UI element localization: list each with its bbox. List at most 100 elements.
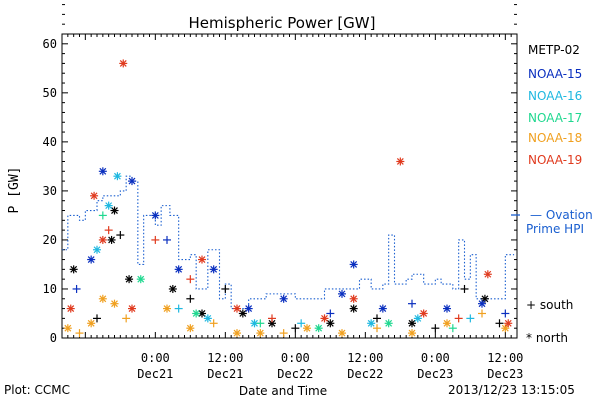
south-marker-noaa-18	[209, 319, 218, 328]
y-axis: 0 10 20 30 40 50 60	[43, 4, 517, 345]
y-tick-label: 0	[50, 331, 57, 345]
north-marker-metp-02	[326, 319, 335, 328]
x-tick-label: 12:00	[487, 351, 523, 365]
north-marker-noaa-18	[63, 324, 72, 333]
north-marker-noaa-19	[66, 304, 75, 313]
north-marker-noaa-18	[408, 329, 416, 338]
y-tick-label: 50	[43, 86, 57, 100]
north-marker-noaa-15	[338, 289, 346, 298]
y-tick-label: 10	[43, 282, 57, 296]
x-axis-label: Date and Time	[239, 384, 327, 398]
plot-frame	[61, 33, 518, 339]
north-marker-noaa-16	[413, 314, 422, 323]
north-marker-metp-02	[168, 284, 177, 293]
south-marker-noaa-16	[174, 304, 183, 313]
south-marker-metp-02	[431, 324, 440, 333]
south-marker-noaa-17	[256, 319, 265, 328]
north-marker-noaa-15	[174, 265, 183, 274]
x-tick-label: 12:00	[347, 351, 383, 365]
x-tick-date-label: Dec22	[347, 367, 383, 381]
south-marker-noaa-15	[501, 309, 510, 318]
south-marker-metp-02	[373, 314, 381, 323]
north-marker-noaa-15	[443, 304, 451, 313]
x-tick-date-label: Dec21	[137, 367, 173, 381]
north-marker-noaa-19	[483, 270, 492, 279]
y-tick-label: 60	[43, 37, 57, 51]
north-marker-metp-02	[110, 206, 119, 215]
north-marker-metp-02	[238, 309, 247, 318]
south-marker-noaa-15	[326, 309, 335, 318]
south-marker-noaa-18	[279, 329, 288, 338]
north-marker-noaa-18	[233, 329, 241, 338]
south-marker-metp-02	[186, 294, 195, 303]
legend-noaa-16: NOAA-16	[528, 89, 583, 103]
x-tick-label: 0:00	[281, 351, 310, 365]
chart-title: Hemispheric Power [GW]	[189, 14, 376, 32]
legend-metp-02: METP-02	[528, 43, 580, 57]
x-tick-date-label: Dec23	[417, 367, 453, 381]
north-marker-noaa-19	[396, 157, 405, 166]
north-marker-noaa-17	[192, 309, 201, 318]
south-marker-metp-02	[116, 231, 125, 240]
north-marker-noaa-18	[338, 329, 346, 338]
y-tick-label: 40	[43, 135, 57, 149]
timestamp: 2013/12/23 13:15:05	[448, 383, 575, 397]
north-marker-noaa-19	[504, 319, 513, 328]
south-marker-noaa-16	[466, 314, 475, 323]
north-marker-noaa-19	[233, 304, 241, 313]
north-marker-noaa-18	[98, 294, 107, 303]
north-marker-metp-02	[125, 275, 134, 284]
north-marker-noaa-17	[384, 319, 393, 328]
south-marker-noaa-18	[122, 314, 131, 323]
north-marker-noaa-15	[378, 304, 387, 313]
x-tick-date-label: Dec22	[277, 367, 313, 381]
ovation-step-path	[62, 175, 515, 310]
north-marker-noaa-18	[186, 324, 195, 333]
north-marker-noaa-15	[478, 299, 486, 308]
north-marker-noaa-19	[320, 314, 329, 323]
legend-noaa-15: NOAA-15	[528, 67, 583, 81]
north-marker-noaa-17	[136, 275, 145, 284]
north-marker-noaa-16	[203, 314, 212, 323]
north-marker-metp-02	[107, 235, 116, 244]
north-marker-noaa-15	[279, 294, 288, 303]
north-marker-noaa-15	[151, 211, 160, 220]
north-marker-noaa-15	[209, 265, 218, 274]
x-tick-label: 0:00	[141, 351, 170, 365]
south-marker-noaa-19	[186, 275, 195, 284]
north-marker-noaa-15	[128, 177, 136, 186]
satellite-markers	[63, 59, 513, 338]
legend-ovation-line2: Prime HPI	[526, 222, 584, 236]
south-marker-noaa-18	[478, 309, 486, 318]
y-axis-label: P [GW]	[7, 167, 22, 214]
legend-noaa-19: NOAA-19	[528, 153, 583, 167]
north-marker-noaa-18	[303, 324, 311, 333]
north-marker-metp-02	[69, 265, 78, 274]
x-tick-label: 0:00	[421, 351, 450, 365]
north-marker-noaa-19	[119, 59, 128, 68]
north-marker-noaa-16	[93, 245, 101, 254]
north-marker-noaa-19	[198, 255, 206, 264]
north-marker-noaa-16	[113, 172, 122, 181]
x-tick-date-label: Dec21	[207, 367, 243, 381]
x-tick-date-label: Dec23	[487, 367, 523, 381]
south-marker-noaa-15	[72, 284, 81, 293]
north-marker-noaa-15	[98, 167, 107, 176]
north-marker-noaa-19	[349, 294, 358, 303]
north-marker-metp-02	[349, 304, 358, 313]
legend-noaa-17: NOAA-17	[528, 111, 583, 125]
north-marker-noaa-18	[110, 299, 119, 308]
north-marker-noaa-19	[90, 191, 99, 200]
north-marker-noaa-18	[256, 329, 265, 338]
legend-north: * north	[526, 331, 569, 345]
legend-ovation-line1: — Ovation	[530, 208, 593, 222]
legend-south: + south	[526, 298, 574, 312]
south-marker-metp-02	[495, 319, 504, 328]
south-marker-metp-02	[221, 284, 230, 293]
south-marker-metp-02	[93, 314, 101, 323]
north-marker-noaa-18	[87, 319, 96, 328]
north-marker-noaa-15	[87, 255, 96, 264]
x-tick-label: 12:00	[207, 351, 243, 365]
south-marker-noaa-17	[98, 211, 107, 220]
south-marker-noaa-18	[75, 329, 84, 338]
